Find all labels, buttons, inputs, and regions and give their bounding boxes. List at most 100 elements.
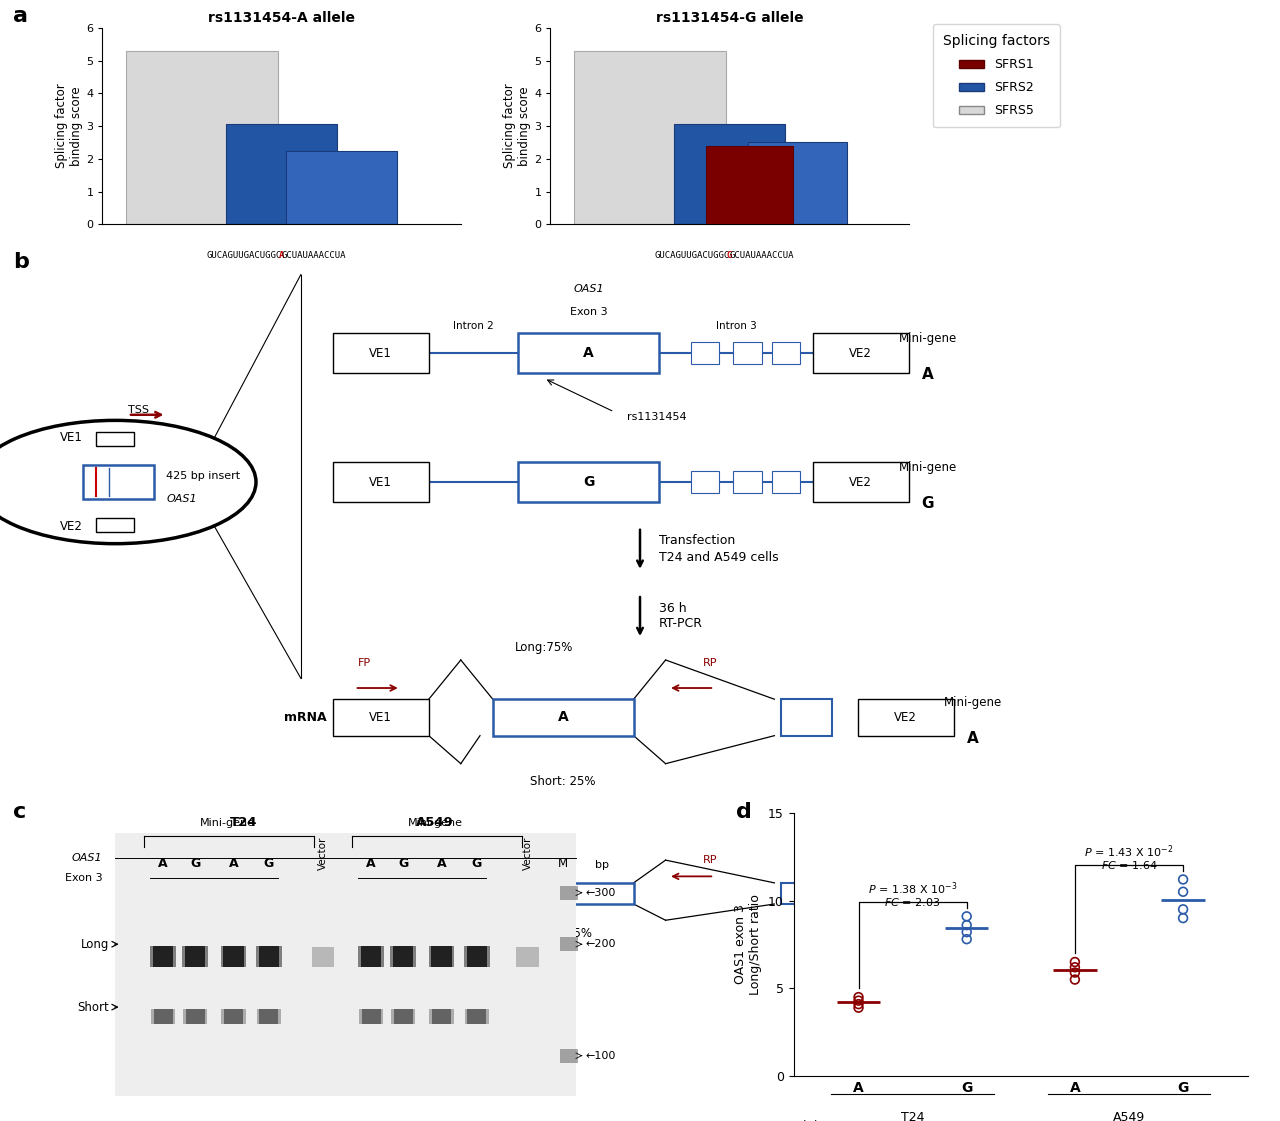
Bar [358, 946, 384, 967]
Text: T24 and A549 cells: T24 and A549 cells [659, 552, 778, 564]
Text: 36 h: 36 h [659, 602, 687, 614]
Y-axis label: Splicing factor
binding score: Splicing factor binding score [55, 84, 83, 168]
Bar [259, 1009, 279, 1025]
Bar [431, 946, 452, 967]
Text: VE1: VE1 [370, 346, 392, 360]
Bar [561, 886, 579, 900]
Text: RP: RP [703, 855, 718, 865]
Text: M: M [558, 856, 568, 870]
Text: VE2: VE2 [850, 475, 872, 489]
Bar [772, 471, 800, 492]
Bar [748, 142, 847, 224]
Title: rs1131454-G allele: rs1131454-G allele [655, 11, 804, 26]
Bar [96, 518, 134, 531]
Text: Long:75%: Long:75% [515, 641, 573, 655]
Bar [154, 946, 173, 967]
Text: A: A [229, 856, 238, 870]
Text: G: G [471, 856, 483, 870]
Bar [705, 146, 794, 224]
Bar [361, 946, 381, 967]
Point [849, 995, 869, 1013]
Text: G: G [966, 901, 979, 917]
Text: OAS1: OAS1 [573, 285, 604, 294]
Bar [220, 946, 246, 967]
Bar [465, 1009, 489, 1025]
Text: mRNA: mRNA [284, 887, 326, 900]
Y-axis label: OAS1 exon 3
Long/Short ratio: OAS1 exon 3 Long/Short ratio [735, 895, 763, 994]
Bar [431, 1009, 451, 1025]
Text: b: b [13, 252, 28, 272]
Bar [813, 334, 909, 372]
Bar [115, 833, 576, 1095]
Text: VE2: VE2 [60, 520, 83, 534]
Bar [358, 1009, 384, 1025]
Bar [333, 700, 429, 735]
Text: VE1: VE1 [370, 711, 392, 724]
Text: Vector: Vector [524, 836, 532, 870]
Text: GCUAUAAACCUA: GCUAUAAACCUA [730, 251, 794, 260]
Text: A: A [436, 856, 447, 870]
Text: ←100: ←100 [586, 1050, 616, 1060]
Text: bp: bp [595, 860, 608, 870]
Text: RP: RP [703, 658, 718, 668]
Bar [467, 946, 488, 967]
Text: VE2: VE2 [895, 711, 916, 724]
Bar [858, 883, 954, 904]
Bar [781, 700, 832, 735]
Text: VE2: VE2 [895, 887, 916, 900]
Text: Intron 3: Intron 3 [716, 321, 756, 331]
Text: A549: A549 [416, 816, 454, 828]
Bar [151, 1009, 175, 1025]
Text: Mini-gene: Mini-gene [943, 877, 1002, 890]
Text: A549: A549 [1112, 1111, 1146, 1121]
Point [1172, 883, 1193, 901]
Bar [333, 334, 429, 372]
Bar [733, 343, 762, 363]
Text: OAS1: OAS1 [166, 494, 197, 503]
Bar [186, 1009, 205, 1025]
Text: G: G [558, 887, 568, 900]
Text: A: A [584, 346, 594, 360]
Text: d: d [736, 802, 751, 822]
Bar [154, 1009, 173, 1025]
Text: GCUAUAAACCUA: GCUAUAAACCUA [282, 251, 346, 260]
Bar [285, 150, 397, 224]
Text: Short: 25%: Short: 25% [530, 775, 596, 788]
Bar [83, 465, 154, 499]
Title: rs1131454-A allele: rs1131454-A allele [209, 11, 355, 26]
Bar [221, 1009, 246, 1025]
Text: Mini-gene: Mini-gene [899, 461, 957, 474]
Bar [467, 1009, 486, 1025]
Text: Intron 2: Intron 2 [453, 321, 494, 331]
Point [849, 999, 869, 1017]
Text: G: G [727, 251, 732, 260]
Bar [333, 883, 429, 904]
Text: Short: 5%: Short: 5% [534, 927, 593, 939]
Bar [333, 462, 429, 502]
Bar [429, 946, 454, 967]
Bar [691, 343, 719, 363]
Bar [781, 883, 832, 904]
Text: TSS: TSS [128, 405, 148, 415]
Bar [390, 946, 416, 967]
Bar [256, 1009, 282, 1025]
Text: Transfection: Transfection [659, 535, 736, 547]
Y-axis label: Splicing factor
binding score: Splicing factor binding score [503, 84, 531, 168]
Text: $\it{P}$ = 1.43 X 10$^{-2}$: $\it{P}$ = 1.43 X 10$^{-2}$ [1084, 843, 1174, 860]
Text: Mini-gene: Mini-gene [200, 818, 255, 828]
Text: ←300: ←300 [586, 888, 616, 898]
Bar [394, 1009, 413, 1025]
Bar [96, 433, 134, 446]
Bar [393, 946, 413, 967]
Bar [225, 124, 338, 224]
Bar [361, 1009, 381, 1025]
Text: A: A [922, 368, 934, 382]
Bar [518, 462, 659, 502]
Text: Mini-gene: Mini-gene [408, 818, 462, 828]
Point [849, 989, 869, 1007]
Text: Exon 3: Exon 3 [65, 873, 102, 883]
Text: mRNA: mRNA [284, 711, 326, 724]
Text: VE1: VE1 [370, 475, 392, 489]
Text: Mini-gene: Mini-gene [899, 332, 957, 345]
Text: VE1: VE1 [370, 887, 392, 900]
